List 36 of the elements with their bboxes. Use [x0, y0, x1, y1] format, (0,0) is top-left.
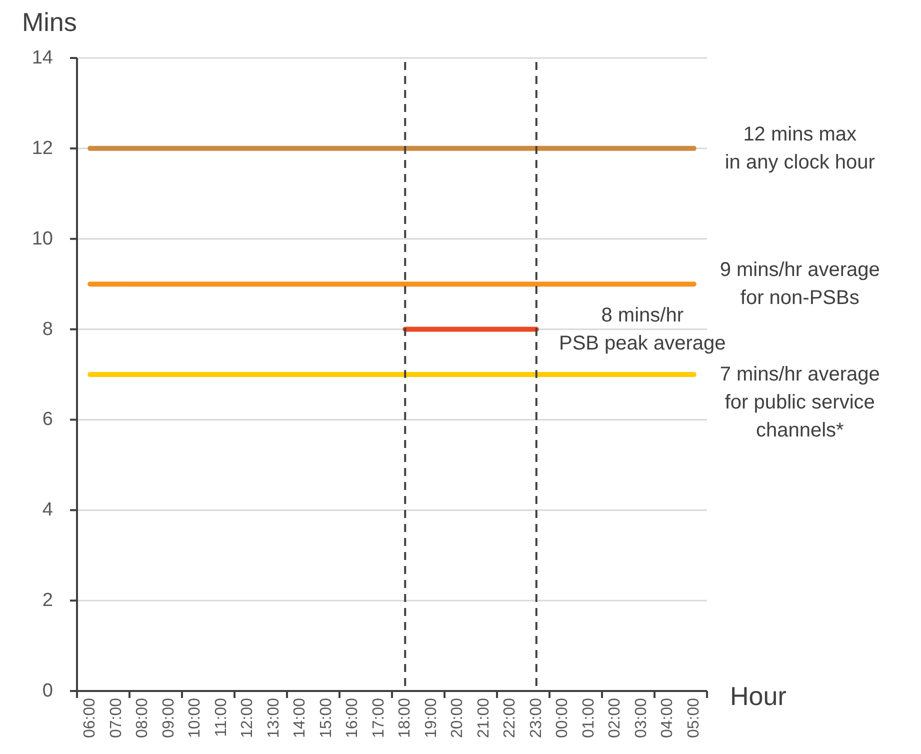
x-tick-label: 03:00 [632, 698, 650, 738]
x-tick-label: 13:00 [265, 698, 282, 738]
x-tick-label: 11:00 [212, 698, 230, 737]
x-tick-label: 17:00 [370, 698, 388, 738]
y-tick-label: 14 [32, 48, 54, 68]
x-tick-label: 04:00 [659, 698, 676, 738]
x-tick-label: 20:00 [449, 698, 466, 738]
series-label: 12 mins max in any clock hour [724, 123, 876, 174]
y-tick-label: 4 [42, 500, 54, 521]
y-axis-title: Mins [22, 7, 77, 37]
x-tick-label: 23:00 [528, 698, 545, 738]
x-tick-label: 01:00 [580, 698, 598, 738]
x-tick-label: 02:00 [606, 698, 624, 738]
x-tick-label: 19:00 [422, 698, 440, 738]
series-label: 7 mins/hr average for public service channels* [720, 364, 880, 442]
x-axis-title: Hour [730, 681, 787, 711]
x-tick-label: 22:00 [502, 698, 519, 738]
x-tick-label: 15:00 [318, 698, 335, 738]
x-tick-label: 09:00 [160, 698, 178, 738]
y-tick-label: 6 [42, 409, 53, 430]
y-tick-label: 10 [32, 228, 53, 250]
x-tick-label: 07:00 [108, 698, 125, 738]
x-tick-label: 10:00 [186, 698, 204, 738]
x-tick-label: 06:00 [82, 698, 99, 738]
y-tick-label: 8 [42, 318, 53, 340]
x-tick-label: 21:00 [475, 698, 492, 738]
x-tick-label: 05:00 [685, 698, 702, 738]
x-tick-label: 00:00 [554, 698, 572, 738]
x-tick-label: 12:00 [239, 698, 256, 738]
x-tick-label: 16:00 [344, 698, 362, 738]
y-tick-label: 12 [32, 138, 53, 159]
y-tick-label: 2 [42, 590, 53, 612]
x-tick-label: 14:00 [292, 698, 309, 738]
x-tick-label: 08:00 [134, 698, 152, 738]
y-tick-label: 0 [42, 680, 53, 702]
x-tick-label: 18:00 [396, 698, 414, 738]
